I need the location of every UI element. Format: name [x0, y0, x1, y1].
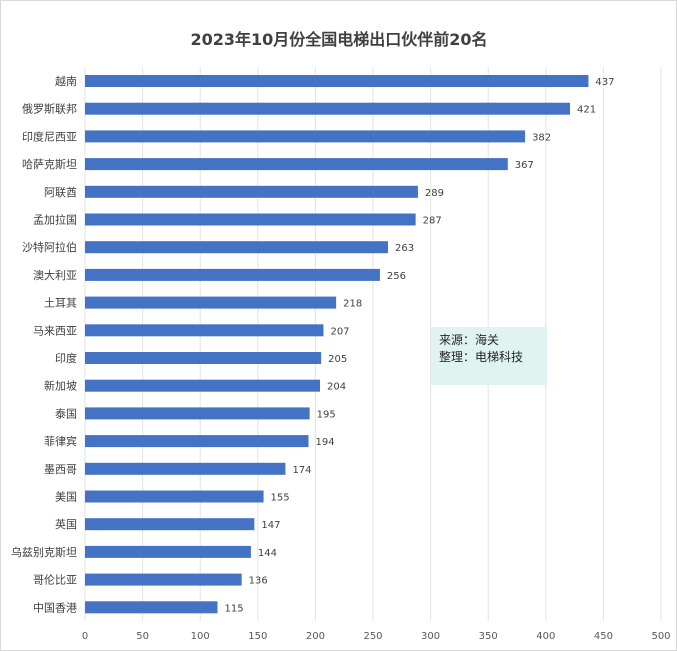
category-label: 越南: [55, 74, 77, 88]
editor-line: 整理：电梯科技: [439, 350, 524, 364]
x-tick-label: 300: [421, 631, 440, 642]
bar: [85, 296, 337, 309]
category-label: 俄罗斯联邦: [22, 103, 77, 116]
bar: [85, 102, 570, 115]
bar: [85, 130, 526, 143]
category-label: 乌兹别克斯坦: [11, 545, 77, 559]
value-label: 256: [387, 271, 406, 282]
bar: [85, 601, 218, 614]
category-label: 墨西哥: [44, 463, 77, 476]
x-tick-label: 400: [536, 631, 555, 642]
value-label: 155: [271, 493, 290, 504]
value-label: 382: [532, 132, 551, 143]
x-tick-label: 150: [248, 631, 267, 642]
bar: [85, 490, 264, 503]
value-label: 218: [343, 299, 362, 310]
value-label: 195: [317, 409, 336, 420]
bar: [85, 435, 309, 448]
source-line: 来源：海关: [439, 333, 500, 347]
bar: [85, 573, 242, 586]
bar: [85, 185, 418, 198]
x-tick-label: 100: [191, 631, 210, 642]
value-label: 144: [258, 548, 277, 559]
source-annotation: 来源：海关 整理：电梯科技: [431, 327, 547, 385]
value-label: 289: [425, 188, 444, 199]
value-label: 437: [595, 77, 614, 88]
category-label: 马来西亚: [33, 324, 77, 337]
x-tick-label: 0: [82, 631, 88, 642]
bar: [85, 379, 321, 392]
category-label: 哥伦比亚: [33, 573, 77, 587]
category-label: 印度: [55, 351, 77, 365]
value-label: 421: [577, 105, 596, 116]
gridlines: [84, 67, 662, 621]
bar: [85, 462, 286, 475]
chart-title: 2023年10月份全国电梯出口伙伴前20名: [190, 30, 487, 49]
category-label: 阿联酋: [44, 185, 77, 199]
value-label: 367: [515, 160, 534, 171]
bar: [85, 545, 251, 558]
x-tick-label: 350: [479, 631, 498, 642]
bar: [85, 75, 589, 87]
category-label: 菲律宾: [44, 434, 77, 448]
bar: [85, 268, 380, 281]
category-label: 美国: [55, 491, 77, 504]
x-tick-label: 250: [363, 631, 382, 642]
x-tick-label: 50: [136, 631, 149, 642]
category-label: 新加坡: [44, 379, 77, 393]
value-label: 287: [423, 216, 442, 227]
category-label: 英国: [55, 517, 77, 531]
value-label: 136: [249, 576, 268, 587]
category-label: 孟加拉国: [33, 213, 77, 227]
category-label: 土耳其: [44, 297, 77, 310]
value-label: 263: [395, 243, 414, 254]
category-label: 澳大利亚: [33, 268, 77, 282]
bar: [85, 158, 508, 171]
x-tick-label: 500: [651, 631, 670, 642]
category-label: 印度尼西亚: [22, 129, 77, 143]
category-label: 泰国: [55, 406, 77, 420]
x-axis-ticks: 0 50 100 150 200 250 300 350 400 450 500: [82, 631, 671, 642]
value-label: 204: [327, 382, 346, 393]
bar: [85, 213, 416, 226]
bar: [85, 352, 322, 364]
category-labels: 越南俄罗斯联邦印度尼西亚哈萨克斯坦阿联酋孟加拉国沙特阿拉伯澳大利亚土耳其马来西亚…: [11, 74, 77, 614]
value-label: 205: [328, 354, 347, 365]
bar: [85, 407, 310, 420]
bars: [85, 75, 589, 614]
bar: [85, 241, 388, 254]
value-labels: 437 421 382 367 289 287 263 256 218 207 205 204 195 1…: [224, 77, 614, 614]
value-label: 194: [315, 437, 334, 448]
value-label: 207: [330, 326, 349, 337]
value-label: 147: [261, 520, 280, 531]
bar: [85, 518, 255, 531]
category-label: 中国香港: [33, 601, 77, 614]
x-tick-label: 450: [594, 631, 613, 642]
bar: [85, 324, 324, 337]
category-label: 沙特阿拉伯: [22, 240, 77, 254]
value-label: 115: [224, 603, 243, 614]
x-tick-label: 200: [306, 631, 325, 642]
value-label: 174: [292, 465, 311, 476]
category-label: 哈萨克斯坦: [22, 157, 77, 171]
